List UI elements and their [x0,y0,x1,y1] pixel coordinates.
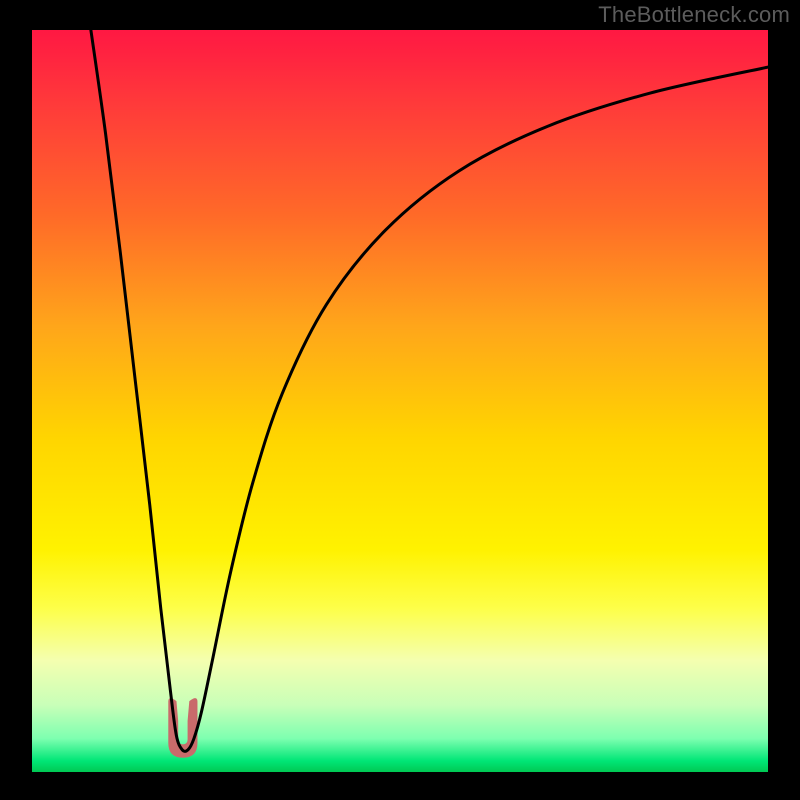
plot-area [32,30,768,772]
chart-frame: TheBottleneck.com [0,0,800,800]
gradient-background [32,30,768,772]
watermark-text: TheBottleneck.com [598,2,790,28]
chart-svg [32,30,768,772]
